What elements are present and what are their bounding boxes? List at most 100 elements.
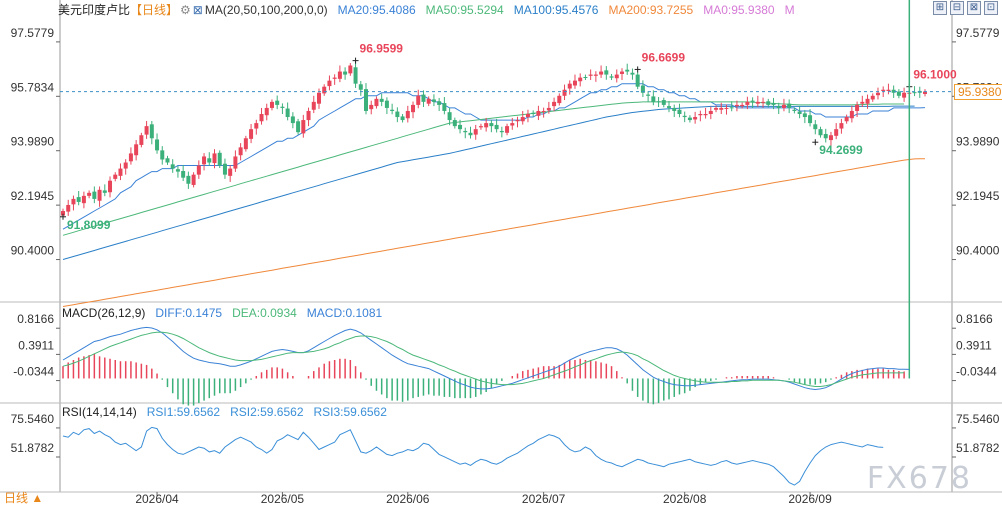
candle-body: [912, 92, 917, 94]
period-switch[interactable]: 日线 ▲: [4, 491, 44, 505]
y-tick-label-left: 51.8782: [11, 441, 55, 455]
candle-body: [452, 120, 457, 127]
macd-dea-value: DEA:0.0934: [232, 306, 297, 320]
ma0-value: MA0:95.9380: [703, 3, 775, 17]
candle-body: [343, 71, 348, 75]
candle-body: [123, 162, 128, 169]
y-tick-label-left: 93.9890: [11, 135, 55, 149]
candle-body: [703, 114, 708, 116]
zoom-in-button[interactable]: ⊞: [933, 1, 947, 15]
candle-body: [625, 69, 630, 72]
candle-body: [646, 94, 651, 96]
candle-body: [881, 89, 886, 91]
period-label[interactable]: 【日线】: [130, 3, 179, 17]
macd-value: MACD:0.1081: [306, 306, 383, 320]
extreme-label: 96.9599: [360, 42, 404, 56]
y-tick-label-left: 90.4000: [11, 244, 55, 258]
extreme-label: 91.8099: [67, 218, 111, 232]
candle-body: [108, 180, 113, 193]
candle-body: [264, 107, 269, 116]
candle-body: [275, 100, 280, 105]
ma50-line: [62, 101, 905, 236]
extreme-label: 96.1000: [913, 68, 957, 82]
ma-toggle-icon[interactable]: ⊠: [192, 3, 203, 17]
rsi-line: [62, 426, 884, 486]
candle-body: [609, 76, 614, 78]
candle-body: [693, 117, 698, 120]
candle-body: [97, 189, 102, 201]
symbol-title: 美元印度卢比: [58, 3, 131, 17]
candle-body: [672, 107, 677, 111]
candle-body: [677, 109, 682, 114]
candle-body: [656, 101, 661, 103]
reset-button[interactable]: ⊠: [967, 1, 981, 15]
candle-body: [593, 74, 598, 76]
y-tick-label-left: 97.5779: [11, 26, 55, 40]
extreme-label: 94.2699: [819, 143, 863, 157]
candle-body: [724, 107, 729, 109]
rsi-legend: RSI(14,14,14) RSI1:59.6562 RSI2:59.6562 RSI…: [62, 403, 397, 421]
candle-body: [661, 100, 666, 105]
candle-body: [557, 95, 562, 104]
candle-body: [729, 107, 734, 109]
candle-body: [369, 104, 374, 110]
candle-body: [139, 135, 144, 145]
y-tick-label-right: 90.4000: [956, 244, 1000, 258]
candle-body: [745, 101, 750, 105]
candle-body: [165, 158, 170, 163]
candle-body: [531, 112, 536, 114]
candle-body: [536, 110, 541, 116]
candle-body: [327, 80, 332, 87]
candle-body: [269, 101, 274, 108]
candle-body: [489, 123, 494, 127]
y-tick-label-right: -0.0344: [956, 365, 997, 379]
candle-body: [437, 101, 442, 105]
candle-body: [191, 174, 196, 185]
candle-body: [740, 104, 745, 107]
candle-body: [839, 123, 844, 129]
candle-body: [828, 135, 833, 141]
candle-body: [886, 89, 891, 91]
candle-body: [134, 144, 139, 156]
fullscreen-button[interactable]: ⊡: [984, 1, 998, 15]
candle-body: [301, 120, 306, 134]
candle-body: [834, 129, 839, 136]
candle-body: [332, 77, 337, 79]
candle-body: [734, 104, 739, 107]
zoom-out-button[interactable]: ⊟: [950, 1, 964, 15]
candle-body: [802, 113, 807, 118]
candle-body: [290, 116, 295, 124]
candle-body: [170, 164, 175, 169]
candle-body: [473, 129, 478, 135]
candlesticks: [61, 62, 927, 219]
candle-body: [552, 101, 557, 107]
candle-body: [599, 71, 604, 75]
candle-body: [604, 70, 609, 75]
candle-body: [400, 116, 405, 121]
candle-body: [233, 156, 238, 169]
candle-body: [818, 129, 823, 136]
chart-toolbar: ⊞ ⊟ ⊠ ⊡: [933, 1, 998, 15]
candle-body: [374, 98, 379, 107]
candle-body: [870, 95, 875, 100]
candle-body: [395, 111, 400, 118]
settings-icon[interactable]: ⚙: [180, 3, 191, 17]
candle-body: [364, 89, 369, 111]
y-tick-label-left: 0.8166: [17, 312, 54, 326]
candle-body: [280, 106, 285, 108]
candle-body: [776, 106, 781, 108]
candle-body: [714, 107, 719, 110]
candle-body: [766, 101, 771, 105]
y-tick-label-right: 92.1945: [956, 189, 1000, 203]
candle-body: [175, 169, 180, 172]
y-tick-label-right: 0.3911: [956, 338, 992, 352]
macd-legend: MACD(26,12,9) DIFF:0.1475 DEA:0.0934 MACD:0…: [62, 304, 392, 322]
candle-body: [640, 85, 645, 93]
candle-body: [719, 107, 724, 110]
candle-body: [202, 156, 207, 165]
macd-diff-value: DIFF:0.1475: [155, 306, 223, 320]
candle-body: [505, 126, 510, 133]
candle-body: [181, 171, 186, 178]
y-tick-label-left: 0.3911: [18, 338, 54, 352]
candle-body: [390, 109, 395, 111]
